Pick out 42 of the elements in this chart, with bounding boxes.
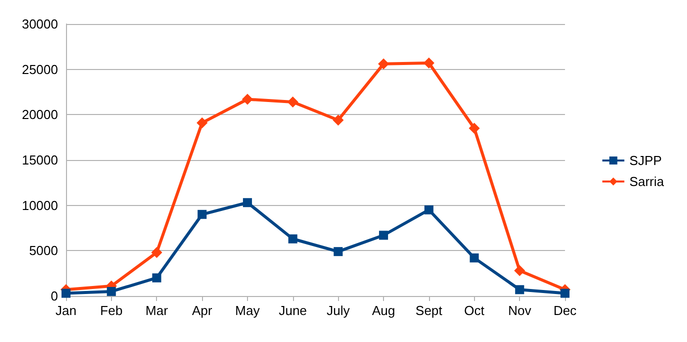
x-tick-label: May: [235, 303, 260, 318]
x-tick-label: Dec: [553, 303, 578, 318]
point: [379, 230, 388, 240]
x-tick-label: Feb: [100, 303, 123, 318]
x-tick-label: Jan: [56, 303, 76, 318]
point: [242, 198, 252, 208]
x-tick-label: Sept: [416, 303, 443, 318]
x-tick-label: Mar: [146, 303, 169, 318]
y-tick-label: 10000: [22, 198, 58, 213]
point: [378, 58, 390, 70]
point: [198, 210, 207, 219]
x-tick-label: Apr: [192, 303, 213, 318]
point: [287, 96, 298, 108]
point: [106, 286, 116, 296]
x-tick-label: Aug: [372, 303, 396, 318]
point: [196, 117, 208, 128]
point: [152, 273, 162, 282]
x-tick-label: Nov: [508, 303, 532, 318]
point: [62, 288, 70, 298]
y-tick-label: 25000: [22, 62, 58, 77]
point: [332, 114, 344, 126]
y-tick-label: 5000: [29, 243, 58, 258]
point: [515, 285, 524, 294]
x-tick-label: June: [278, 303, 307, 318]
x-tick-label: July: [326, 303, 350, 318]
point: [423, 57, 434, 68]
x-tick-label: Oct: [464, 303, 485, 318]
point: [424, 205, 434, 214]
y-tick-label: 0: [50, 288, 58, 304]
point: [470, 253, 479, 262]
point: [468, 122, 480, 134]
point: [151, 246, 162, 258]
y-tick-label: 30000: [22, 16, 58, 32]
point: [514, 265, 526, 276]
legend-label: SJPP: [629, 153, 662, 168]
point: [334, 247, 343, 256]
y-tick-label: 20000: [22, 107, 58, 122]
point: [242, 94, 253, 105]
point: [560, 288, 570, 298]
point: [288, 234, 298, 244]
legend-label: Sarria: [629, 174, 665, 189]
y-tick-label: 15000: [22, 152, 58, 168]
